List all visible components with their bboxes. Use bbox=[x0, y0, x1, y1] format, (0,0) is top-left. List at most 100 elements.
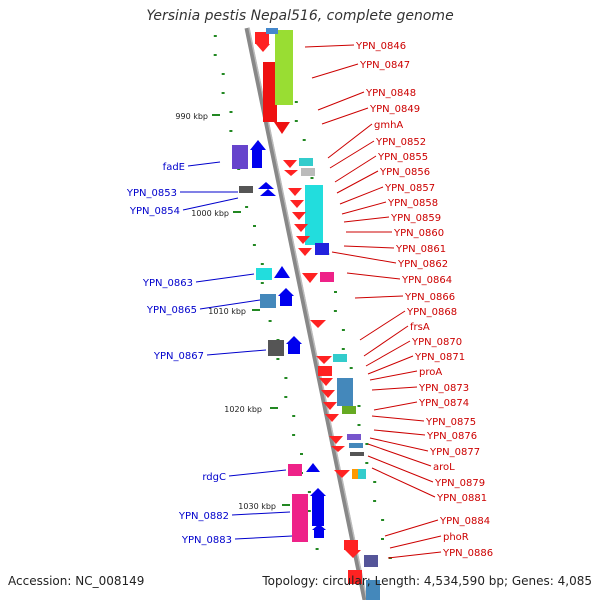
genome-summary-text: Topology: circular; Length: 4,534,590 bp… bbox=[262, 574, 592, 588]
leader-line bbox=[365, 340, 411, 367]
leader-line bbox=[387, 551, 442, 559]
tick-dot bbox=[341, 348, 345, 350]
leader-line bbox=[367, 455, 434, 483]
gene-block bbox=[312, 496, 324, 526]
gene-block bbox=[318, 366, 332, 376]
gene-arrow bbox=[331, 446, 345, 452]
leader-line bbox=[384, 519, 439, 537]
gene-arrow bbox=[256, 44, 270, 52]
gene-block bbox=[260, 294, 276, 308]
gene-block bbox=[239, 186, 253, 193]
leader-line bbox=[367, 355, 414, 375]
reverse-strand-genes bbox=[255, 28, 380, 600]
tick-dot bbox=[381, 519, 385, 521]
tick-dot bbox=[365, 443, 369, 445]
tick-dot bbox=[229, 111, 233, 113]
tick-dot bbox=[229, 130, 233, 132]
tick-dot bbox=[333, 310, 337, 312]
gene-block bbox=[366, 580, 380, 600]
gene-label: YPN_0858 bbox=[387, 198, 438, 209]
leader-line bbox=[389, 535, 442, 549]
gene-label: phoR bbox=[443, 532, 469, 543]
tick-dot bbox=[341, 329, 345, 331]
leader-line bbox=[371, 467, 436, 498]
gene-block bbox=[315, 243, 329, 255]
tick-dot bbox=[381, 538, 384, 540]
gene-block bbox=[256, 268, 272, 280]
tick-dot bbox=[294, 101, 298, 103]
gene-arrow bbox=[283, 160, 297, 168]
tick-dot bbox=[373, 500, 377, 502]
gene-block bbox=[352, 469, 358, 479]
gene-label: YPN_0865 bbox=[146, 305, 197, 316]
gene-label: fadE bbox=[163, 162, 185, 173]
gene-block bbox=[301, 168, 315, 176]
gene-label: YPN_0856 bbox=[379, 167, 430, 178]
gene-label: YPN_0864 bbox=[401, 275, 452, 286]
kbp-ticks: 990 kbp 1000 kbp 1010 kbp 1020 kbp 1030 … bbox=[175, 112, 290, 511]
tick-dot bbox=[276, 358, 280, 360]
gene-arrow bbox=[292, 212, 306, 220]
leader-line bbox=[182, 197, 239, 211]
forward-gene-labels: fadE YPN_0853 YPN_0854 YPN_0863 YPN_0865 YPN_… bbox=[126, 161, 293, 546]
tick-dot bbox=[221, 92, 225, 94]
gene-arrow bbox=[298, 248, 312, 256]
leader-line bbox=[195, 273, 255, 283]
leader-line bbox=[327, 123, 373, 159]
leader-line bbox=[231, 511, 291, 516]
gene-label: YPN_0873 bbox=[418, 383, 469, 394]
gene-label: YPN_0871 bbox=[414, 352, 465, 363]
leader-line bbox=[331, 251, 397, 264]
gene-label: YPN_0867 bbox=[153, 351, 204, 362]
tick-dot bbox=[245, 206, 249, 208]
leader-line bbox=[371, 386, 418, 391]
gene-arrow bbox=[274, 266, 290, 278]
leader-line bbox=[228, 469, 287, 477]
gene-label: YPN_0848 bbox=[365, 88, 416, 99]
leader-line bbox=[199, 299, 261, 310]
gene-block bbox=[348, 570, 362, 584]
map-title: Yersinia pestis Nepal516, complete genom… bbox=[146, 8, 454, 24]
leader-line bbox=[369, 437, 429, 452]
tick-dot bbox=[284, 377, 288, 379]
leader-line bbox=[334, 155, 377, 183]
leader-line bbox=[311, 63, 359, 79]
tick-dot bbox=[260, 282, 264, 284]
kbp-tick-label: 990 kbp bbox=[175, 112, 208, 121]
leader-line bbox=[234, 535, 293, 540]
leader-line bbox=[343, 245, 395, 249]
gene-arrow bbox=[284, 170, 298, 176]
gene-arrow bbox=[278, 288, 294, 296]
tick-dot bbox=[365, 462, 369, 464]
gene-label: YPN_0870 bbox=[411, 337, 462, 348]
reverse-gene-labels: YPN_0846 YPN_0847 YPN_0848 YPN_0849 gmhA YPN_… bbox=[304, 41, 493, 559]
gene-arrow bbox=[296, 236, 310, 244]
gene-arrow bbox=[329, 436, 343, 444]
tick-dot bbox=[252, 244, 256, 246]
tick-dot bbox=[284, 396, 288, 398]
gene-label: YPN_0863 bbox=[142, 278, 193, 289]
gene-block bbox=[344, 540, 358, 550]
gene-label: proA bbox=[419, 367, 442, 378]
tick-dot bbox=[292, 434, 296, 436]
gene-block bbox=[288, 344, 300, 354]
gene-label: rdgC bbox=[202, 472, 226, 483]
gene-block bbox=[364, 555, 378, 567]
leader-line bbox=[321, 107, 369, 125]
leader-line bbox=[373, 401, 418, 411]
gene-label: YPN_0847 bbox=[359, 60, 410, 71]
gene-block bbox=[347, 434, 361, 440]
gene-label: YPN_0877 bbox=[429, 447, 480, 458]
leader-line bbox=[343, 216, 390, 223]
leader-line bbox=[373, 429, 426, 436]
tick-dot bbox=[334, 291, 337, 293]
tick-dot bbox=[213, 54, 217, 56]
genome-backbone-highlight bbox=[248, 27, 368, 600]
gene-label: YPN_0886 bbox=[442, 548, 493, 559]
gene-label: YPN_0849 bbox=[369, 104, 420, 115]
tick-dot bbox=[300, 453, 303, 455]
gene-arrow bbox=[274, 122, 290, 134]
leader-line bbox=[206, 349, 267, 356]
gene-label: YPN_0883 bbox=[181, 535, 232, 546]
